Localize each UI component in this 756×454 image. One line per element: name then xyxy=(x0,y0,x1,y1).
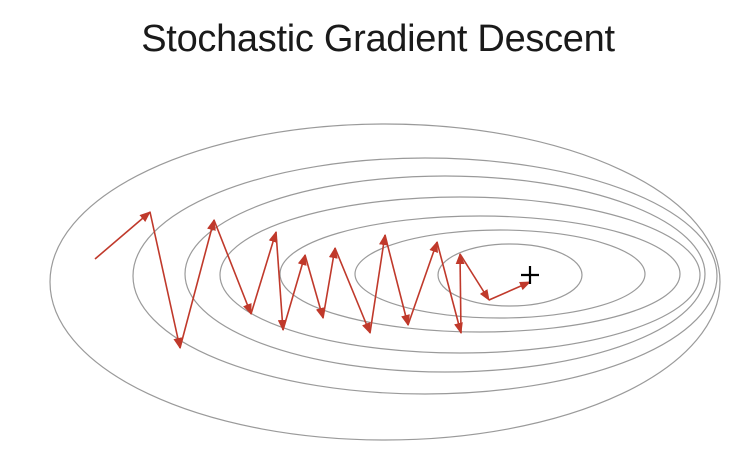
path-step xyxy=(149,211,183,350)
path-step xyxy=(94,211,151,260)
path-step xyxy=(436,241,463,335)
diagram-title: Stochastic Gradient Descent xyxy=(141,18,615,60)
path-step xyxy=(282,253,307,331)
path-step xyxy=(488,281,532,301)
contour-ring-6 xyxy=(354,229,646,319)
plus-icon xyxy=(521,266,539,284)
path-step xyxy=(407,240,438,326)
path-step xyxy=(304,254,325,320)
contour-ring-3 xyxy=(184,175,706,373)
path-step xyxy=(369,233,388,334)
contour-ring-4 xyxy=(219,196,701,354)
path-step xyxy=(275,231,287,332)
path-step xyxy=(334,247,371,335)
contour-ring-1 xyxy=(49,123,721,441)
path-step xyxy=(384,234,410,327)
path-step xyxy=(213,219,252,316)
path-step xyxy=(459,253,490,301)
descent-path xyxy=(94,211,532,350)
path-step xyxy=(455,252,465,334)
path-step xyxy=(250,230,278,315)
contour-ring-2 xyxy=(132,157,718,395)
contour-ring-5 xyxy=(279,215,681,333)
path-step xyxy=(322,246,338,319)
contour-lines xyxy=(49,123,721,441)
contour-ring-7 xyxy=(437,243,583,307)
path-step xyxy=(179,218,216,349)
